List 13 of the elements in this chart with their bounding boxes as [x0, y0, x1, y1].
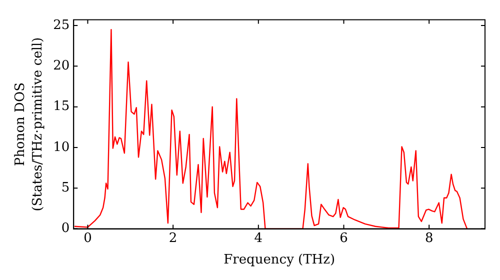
x-tick-label: 4	[254, 230, 263, 246]
x-axis-title: Frequency (THz)	[224, 252, 336, 268]
x-tick-label: 6	[340, 230, 348, 246]
y-tick-label: 25	[53, 18, 70, 33]
y-tick-label: 0	[61, 221, 70, 236]
y-axis-title: Phonon DOS (States/THz·primitive cell)	[13, 37, 46, 212]
y-tick-label: 10	[53, 140, 70, 155]
x-tick-label: 8	[424, 230, 434, 246]
x-tick-label: 0	[84, 230, 92, 246]
y-tick-label: 20	[53, 58, 70, 74]
y-tick-label: 5	[61, 180, 70, 196]
y-tick-label: 15	[53, 99, 70, 114]
x-tick-label: 2	[168, 230, 178, 246]
